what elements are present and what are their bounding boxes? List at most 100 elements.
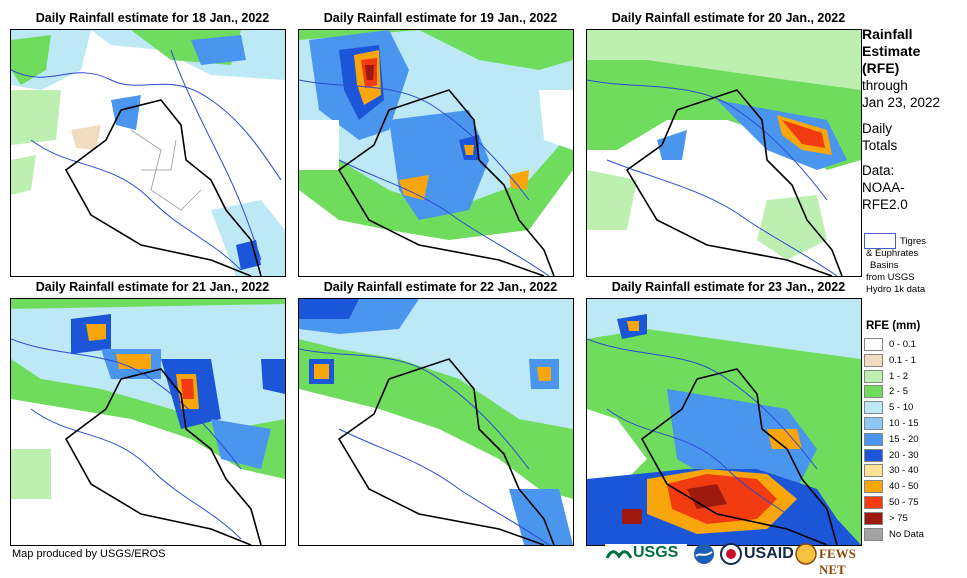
rfe-class-swatch	[864, 511, 883, 525]
legend-data: NOAA-	[862, 180, 905, 195]
fews-logo: FEWS NET	[795, 543, 856, 577]
rfe-class-swatch	[864, 464, 883, 478]
rfe-title: RFE (mm)	[866, 320, 921, 332]
rfe-class-swatch	[864, 353, 883, 367]
rainfall-map	[586, 29, 862, 277]
panel-18-jan: Daily Rainfall estimate for 18 Jan., 202…	[10, 9, 300, 277]
basin-line: Basins	[870, 260, 899, 271]
usaid-seal-icon	[720, 543, 742, 565]
rfe-class-label: 2 - 5	[889, 386, 909, 398]
country-border	[640, 368, 838, 545]
basin-line: Hydro 1k data	[866, 284, 926, 295]
legend-title-line: Estimate	[862, 43, 921, 59]
rfe-class-label: 5 - 10	[889, 402, 914, 414]
basin-line: Tigres	[900, 236, 927, 247]
map-svg	[587, 30, 861, 276]
legend-data: RFE2.0	[862, 197, 908, 212]
rfe-class-swatch	[864, 417, 883, 430]
noaa-icon	[694, 544, 714, 564]
panel-20-jan: Daily Rainfall estimate for 20 Jan., 202…	[586, 9, 876, 277]
rfe-class-label: 0 - 0.1	[889, 339, 916, 350]
legend-title-line: Rainfall	[862, 26, 913, 42]
rainfall-map	[298, 298, 574, 546]
rfe-class-label: 1 - 2	[889, 370, 909, 382]
rainfall-map	[10, 298, 286, 546]
basin-line: from USGS	[866, 272, 915, 283]
fews-icon	[795, 543, 817, 565]
admin-lines	[130, 129, 202, 211]
basin-legend-swatch	[864, 233, 896, 249]
panel-title: Daily Rainfall estimate for 20 Jan., 202…	[611, 11, 846, 25]
rfe-class-swatch	[864, 401, 883, 415]
rfe-class-label: 20 - 30	[889, 449, 919, 461]
rain-layer	[11, 299, 285, 499]
rfe-class-label: 10 - 15	[889, 418, 919, 429]
usgs-mark	[605, 550, 633, 559]
rain-layer	[587, 30, 861, 260]
usaid-logo: USAID	[720, 543, 794, 570]
map-svg	[299, 299, 573, 545]
panel-19-jan: Daily Rainfall estimate for 19 Jan., 202…	[298, 9, 588, 277]
rfe-class-swatch	[864, 338, 883, 351]
country-border	[64, 99, 262, 276]
rfe-class-swatch	[864, 448, 883, 462]
panel-title: Daily Rainfall estimate for 22 Jan., 202…	[323, 280, 558, 294]
rfe-class-label: 50 - 75	[889, 497, 919, 508]
legend-daily: Daily	[862, 121, 893, 136]
rfe-class-label: 30 - 40	[889, 465, 919, 477]
legend: Rainfall Estimate (RFE) through Jan 23, …	[862, 26, 962, 213]
rfe-class-swatch	[864, 496, 883, 509]
rfe-class-label: 40 - 50	[889, 481, 919, 493]
map-svg	[11, 299, 285, 545]
panel-21-jan: Daily Rainfall estimate for 21 Jan., 202…	[10, 278, 300, 546]
basin-line: & Euphrates	[866, 248, 919, 259]
rfe-class-swatch	[864, 527, 883, 541]
basin-rivers	[11, 49, 282, 271]
map-svg	[11, 30, 285, 276]
rainfall-map	[586, 298, 862, 546]
basin-rivers	[299, 79, 550, 276]
panel-23-jan: Daily Rainfall estimate for 23 Jan., 202…	[586, 278, 876, 546]
rfe-class-label: 15 - 20	[889, 433, 919, 445]
rainfall-map	[10, 29, 286, 277]
rfe-class-label: No Data	[889, 528, 924, 540]
country-border	[337, 358, 555, 545]
map-svg	[587, 299, 861, 545]
legend-title-line: (RFE)	[862, 60, 900, 76]
rfe-class-swatch	[864, 369, 883, 383]
legend-totals: Totals	[862, 138, 898, 153]
rain-layer	[11, 30, 285, 276]
panel-title: Daily Rainfall estimate for 23 Jan., 202…	[611, 280, 846, 294]
fews-text: FEWS NET	[819, 546, 856, 577]
usgs-text: USGS	[633, 544, 679, 561]
panel-title: Daily Rainfall estimate for 19 Jan., 202…	[323, 11, 558, 25]
usaid-text: USAID	[744, 545, 794, 562]
country-border	[337, 89, 555, 276]
country-border	[625, 89, 843, 276]
rfe-class-swatch	[864, 385, 883, 399]
legend-data: Data:	[862, 163, 895, 178]
rain-layer	[587, 299, 861, 545]
credit: Map produced by USGS/EROS	[12, 548, 166, 560]
rfe-class-label: > 75	[889, 512, 908, 524]
panel-title: Daily Rainfall estimate for 21 Jan., 202…	[35, 280, 270, 294]
basin-rivers	[587, 79, 838, 276]
basin-rivers	[587, 338, 818, 540]
rfe-class-label: 0.1 - 1	[889, 354, 916, 366]
rainfall-map	[298, 29, 574, 277]
noaa-logo	[693, 543, 715, 570]
map-svg	[299, 30, 573, 276]
legend-through: through	[862, 78, 908, 93]
rfe-class-swatch	[864, 432, 883, 446]
basin-rivers	[11, 338, 242, 540]
legend-date: Jan 23, 2022	[862, 95, 941, 110]
country-border	[64, 368, 262, 545]
rfe-class-swatch	[864, 480, 883, 494]
usgs-logo: USGS	[605, 544, 687, 564]
panel-22-jan: Daily Rainfall estimate for 22 Jan., 202…	[298, 278, 588, 546]
rain-layer	[299, 30, 573, 240]
panel-title: Daily Rainfall estimate for 18 Jan., 202…	[35, 11, 270, 25]
basin-legend-text: Tigres & Euphrates Basins from USGS Hydr…	[866, 236, 966, 296]
basin-rivers	[299, 348, 550, 545]
rain-layer	[299, 299, 573, 545]
